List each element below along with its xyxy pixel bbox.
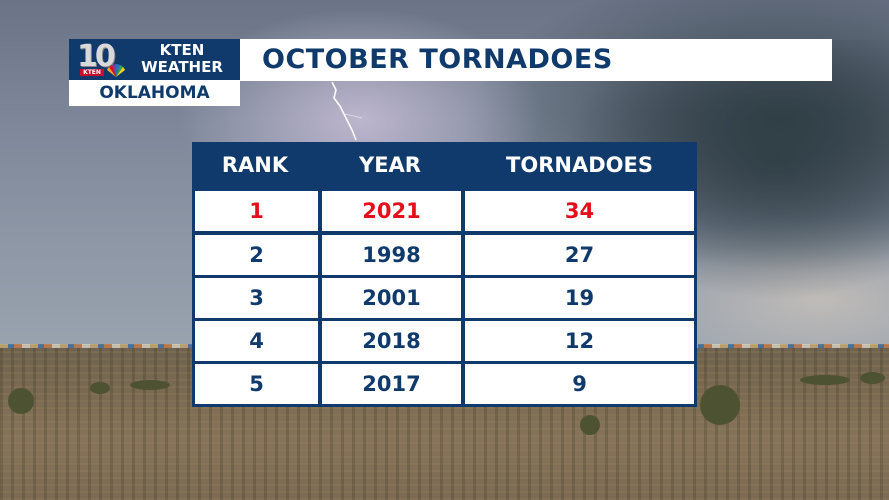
cell-rank: 4 [195,321,318,361]
cell-rank: 1 [195,191,318,231]
cell-tornadoes: 12 [465,321,694,361]
table-row: 3 2001 19 [195,278,694,318]
header-tornadoes: TORNADOES [506,153,653,177]
logo-line-kten: KTEN [159,41,205,59]
region-label: OKLAHOMA [69,80,240,106]
cell-year: 2017 [322,364,461,404]
cell-rank: 3 [195,278,318,318]
cell-rank: 2 [195,235,318,275]
logo-top-panel: 10 KTEN KTEN WEATHER [69,39,240,80]
cell-year: 1998 [322,235,461,275]
title-bar: OCTOBER TORNADOES [240,39,832,81]
station-logo: 10 KTEN KTEN WEATHER OKLAHOMA [69,39,240,106]
shrub [800,375,850,385]
nbc-peacock-icon [107,64,125,77]
cell-year: 2001 [322,278,461,318]
page-title: OCTOBER TORNADOES [262,44,613,75]
small-station-tag: KTEN [80,69,104,76]
shrub [130,380,170,390]
table-row: 5 2017 9 [195,364,694,404]
header-rank: RANK [221,153,289,177]
cell-rank: 5 [195,364,318,404]
lightning-bolt-icon [331,81,363,141]
tornado-ranking-table: RANK YEAR TORNADOES 1 2021 34 2 1998 27 … [192,142,697,407]
cell-year: 2018 [322,321,461,361]
shrub [580,415,600,435]
logo-line-weather: WEATHER [141,58,223,76]
shrub [90,382,110,394]
cell-tornadoes: 34 [465,191,694,231]
table-header: RANK YEAR TORNADOES [192,142,697,189]
table-row: 2 1998 27 [195,235,694,275]
table-row: 1 2021 34 [195,191,694,231]
shrub [8,388,34,414]
cell-tornadoes: 27 [465,235,694,275]
cell-tornadoes: 19 [465,278,694,318]
table-row: 4 2018 12 [195,321,694,361]
cell-tornadoes: 9 [465,364,694,404]
shrub [860,372,885,384]
shrub [700,385,740,425]
header-year: YEAR [359,153,421,177]
cell-year: 2021 [322,191,461,231]
